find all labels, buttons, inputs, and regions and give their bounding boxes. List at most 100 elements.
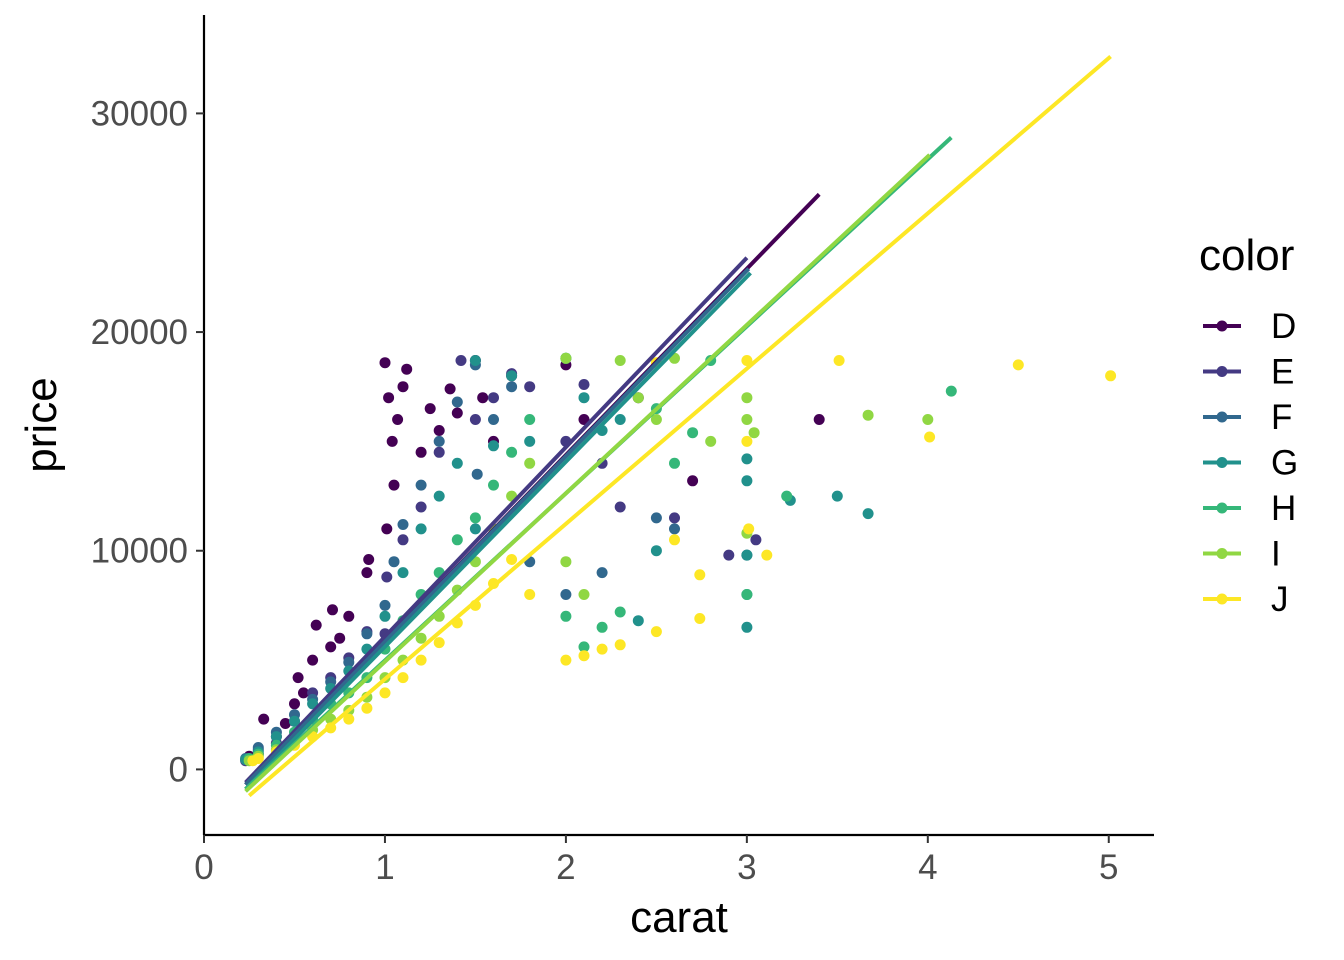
data-point-J-33: [1105, 370, 1117, 382]
data-point-E-22: [669, 512, 680, 524]
data-point-J-18: [578, 650, 590, 662]
data-point-I-29: [862, 409, 874, 421]
data-point-I-19: [578, 589, 590, 600]
data-point-I-22: [650, 414, 662, 425]
data-point-F-13: [451, 396, 463, 408]
data-point-J-31: [924, 431, 936, 443]
data-point-D-19: [386, 435, 398, 447]
data-point-H-24: [687, 427, 699, 439]
data-point-D-30: [477, 392, 489, 404]
data-point-H-28: [945, 385, 957, 397]
data-point-J-28: [743, 523, 755, 535]
data-point-I-17: [560, 352, 572, 364]
x-tick-label: 4: [918, 848, 937, 887]
data-point-E-13: [455, 355, 467, 366]
data-point-J-6: [343, 713, 355, 725]
data-point-H-27: [781, 490, 793, 502]
data-point-G-19: [578, 392, 590, 404]
data-point-J-23: [669, 534, 680, 546]
data-point-G-21: [614, 414, 626, 425]
data-point-J-24: [694, 613, 706, 624]
data-point-D-14: [361, 567, 373, 579]
data-point-H-23: [669, 457, 680, 469]
data-point-D-13: [343, 610, 355, 622]
legend-key-point-G: [1216, 457, 1228, 468]
axes: [202, 15, 1154, 837]
legend-key-point-H: [1216, 502, 1228, 514]
y-tick-label: 0: [169, 750, 188, 789]
y-axis-title: price: [17, 377, 66, 472]
data-point-G-15: [488, 440, 499, 452]
data-point-H-19: [578, 641, 590, 653]
data-point-G-4: [307, 698, 319, 710]
data-point-H-20: [596, 621, 608, 633]
data-point-J-27: [741, 435, 753, 447]
data-point-F-19: [560, 589, 572, 600]
legend-key-point-J: [1216, 593, 1228, 605]
data-point-D-8: [307, 654, 319, 666]
data-point-F-7: [361, 628, 373, 640]
data-point-J-9: [397, 672, 409, 684]
data-point-G-14: [469, 523, 481, 535]
data-point-F-15: [471, 468, 483, 480]
data-point-J-10: [415, 654, 427, 666]
legend-key-point-E: [1216, 366, 1228, 377]
data-point-H-16: [524, 414, 536, 425]
data-point-F-10: [397, 519, 409, 530]
data-point-F-8: [379, 599, 391, 611]
data-point-J-22: [650, 626, 662, 638]
legend-label-I: I: [1271, 535, 1281, 574]
x-tick-label: 1: [375, 848, 394, 887]
data-point-I-24: [705, 435, 717, 447]
legend-label-H: H: [1271, 489, 1296, 528]
data-point-E-24: [750, 534, 762, 546]
points-layer: [240, 352, 1117, 767]
data-point-E-15: [488, 392, 499, 404]
data-point-H-14: [488, 479, 499, 491]
data-point-D-23: [401, 363, 413, 375]
data-point-F-22: [669, 523, 680, 535]
data-point-D-20: [388, 479, 400, 491]
data-point-G-10: [415, 523, 427, 535]
fit-line-F: [244, 267, 751, 787]
legend-label-G: G: [1271, 444, 1298, 483]
data-point-D-22: [397, 381, 409, 393]
legend-title: color: [1199, 231, 1294, 280]
fit-lines-layer: [244, 54, 1112, 798]
data-point-G-27: [741, 621, 753, 633]
data-point-F-9: [388, 556, 400, 568]
legend-label-E: E: [1271, 353, 1294, 392]
x-tick-label: 0: [194, 848, 213, 887]
data-point-G-16: [506, 370, 518, 382]
data-point-G-23: [650, 545, 662, 557]
data-point-D-36: [687, 475, 699, 487]
data-point-D-24: [415, 446, 427, 458]
data-point-D-16: [379, 357, 391, 369]
data-point-G-3: [289, 715, 300, 727]
data-point-D-17: [381, 523, 393, 535]
data-point-D-10: [325, 641, 337, 653]
fit-line-J: [247, 54, 1112, 798]
data-point-H-15: [506, 446, 518, 458]
legend-label-J: J: [1271, 580, 1289, 619]
data-point-E-9: [381, 571, 393, 583]
data-point-D-7: [298, 687, 309, 699]
data-point-I-28: [748, 427, 760, 439]
data-point-I-26: [741, 414, 753, 425]
data-point-I-16: [524, 457, 536, 469]
data-point-G-25: [741, 475, 753, 487]
data-point-E-21: [614, 501, 626, 513]
data-point-D-25: [424, 403, 436, 415]
data-point-G-24: [741, 453, 753, 465]
data-point-D-6: [292, 672, 304, 684]
data-point-D-28: [451, 407, 463, 419]
data-point-D-11: [327, 604, 338, 616]
y-tick-label: 20000: [91, 313, 188, 352]
data-point-D-21: [392, 414, 404, 425]
data-point-F-20: [596, 567, 608, 579]
data-point-I-30: [922, 414, 934, 425]
data-point-I-25: [741, 392, 753, 404]
data-point-I-21: [632, 392, 644, 404]
